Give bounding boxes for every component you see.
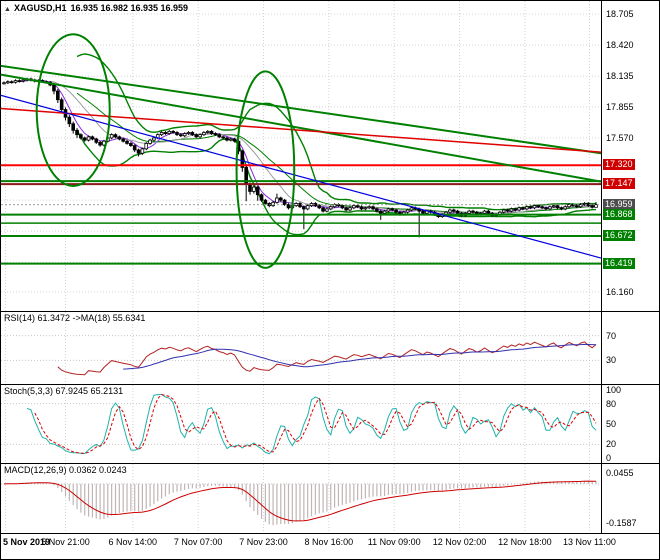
price-level-badge[interactable]: 16.419 (603, 257, 635, 269)
grid (5, 312, 590, 384)
panel-divider[interactable] (1, 463, 659, 464)
chart-shift-marker-icon: ▲ (4, 6, 11, 13)
time-axis-label: 11 Nov 09:00 (367, 537, 421, 547)
time-axis-label: 12 Nov 18:00 (498, 537, 552, 547)
stoch-axis-tick: 80 (606, 398, 617, 409)
stoch-axis-tick: 100 (606, 385, 622, 395)
grid (5, 464, 590, 533)
y-axis-tick-label: 18.705 (606, 9, 634, 19)
stoch-k-line (26, 393, 597, 455)
stochastic-canvas[interactable] (1, 385, 602, 463)
macd-axis-tick: 0.0455 (606, 467, 634, 478)
panel-divider[interactable] (1, 533, 659, 534)
rsi-ma-line (123, 343, 597, 370)
price-level-badge[interactable]: 16.672 (603, 230, 635, 241)
macd-histogram (7, 480, 597, 526)
price-chart-panel[interactable]: ▲ XAGUSD,H1 16.935 16.982 16.935 16.959 (1, 1, 602, 311)
chart-header: ▲ XAGUSD,H1 16.935 16.982 16.935 16.959 (4, 3, 188, 13)
macd-panel[interactable]: MACD(12,26,9) 0.0362 0.0243 (1, 464, 602, 533)
y-axis-tick-label: 17.855 (606, 101, 634, 112)
price-level-badge[interactable]: 17.147 (603, 178, 635, 190)
y-axis-tick-label: 18.420 (606, 40, 634, 51)
time-axis-label: 7 Nov 07:00 (173, 537, 223, 547)
price-chart-canvas[interactable] (1, 1, 602, 311)
symbol-period-label: XAGUSD,H1 (13, 3, 67, 13)
time-axis-label: 12 Nov 02:00 (432, 537, 487, 547)
macd-signal-line (3, 480, 596, 522)
time-axis[interactable]: 5 Nov 2019 5 Nov 21:00 6 Nov 14:00 7 Nov 07… (1, 534, 659, 559)
y-axis-tick-label: 16.160 (606, 286, 634, 297)
macd-canvas[interactable] (1, 464, 602, 533)
rsi-line (57, 341, 597, 376)
trendlines[interactable] (1, 64, 602, 259)
stoch-axis-tick: 50 (606, 419, 617, 429)
price-level-badge[interactable]: 16.868 (603, 208, 635, 220)
time-axis-label: 6 Nov 14:00 (108, 537, 158, 547)
macd-axis-tick: -0.1587 (606, 517, 637, 528)
time-axis-label: 7 Nov 23:00 (239, 537, 288, 547)
rsi-axis-tick: 70 (606, 330, 617, 341)
candlestick-series (2, 77, 598, 238)
stochastic-label: Stoch(5,3,3) 67.9245 65.2131 (4, 386, 124, 396)
rsi-canvas[interactable] (1, 312, 602, 384)
time-axis-label: 5 Nov 21:00 (41, 537, 90, 547)
y-axis-tick-label: 18.135 (606, 71, 634, 82)
time-axis-label: 13 Nov 11:00 (563, 537, 616, 547)
grid (1, 1, 601, 311)
ellipse-annotations[interactable] (35, 33, 296, 269)
y-axis-tick-label: 17.570 (606, 132, 634, 143)
stochastic-panel[interactable]: Stoch(5,3,3) 67.9245 65.2131 (1, 385, 602, 463)
stoch-axis-tick: 0 (606, 453, 612, 463)
horizontal-levels[interactable] (1, 164, 601, 265)
stoch-d-line (34, 394, 597, 454)
rsi-label: RSI(14) 61.3472 ->MA(18) 55.6341 (4, 313, 146, 323)
price-level-badge[interactable]: 17.320 (603, 159, 635, 171)
price-level-badge: 16.959 (603, 198, 635, 210)
macd-label: MACD(12,26,9) 0.0362 0.0243 (4, 465, 127, 475)
panel-divider[interactable] (1, 384, 659, 385)
stoch-axis-tick: 20 (606, 439, 617, 450)
rsi-axis-tick: 30 (606, 355, 617, 366)
rsi-panel[interactable]: RSI(14) 61.3472 ->MA(18) 55.6341 (1, 312, 602, 384)
time-axis-label: 5 Nov 2019 (3, 537, 51, 547)
ohlc-readout: 16.935 16.982 16.935 16.959 (70, 3, 189, 13)
panel-divider[interactable] (1, 311, 659, 312)
grid (5, 385, 590, 463)
time-axis-label: 8 Nov 16:00 (304, 537, 354, 547)
